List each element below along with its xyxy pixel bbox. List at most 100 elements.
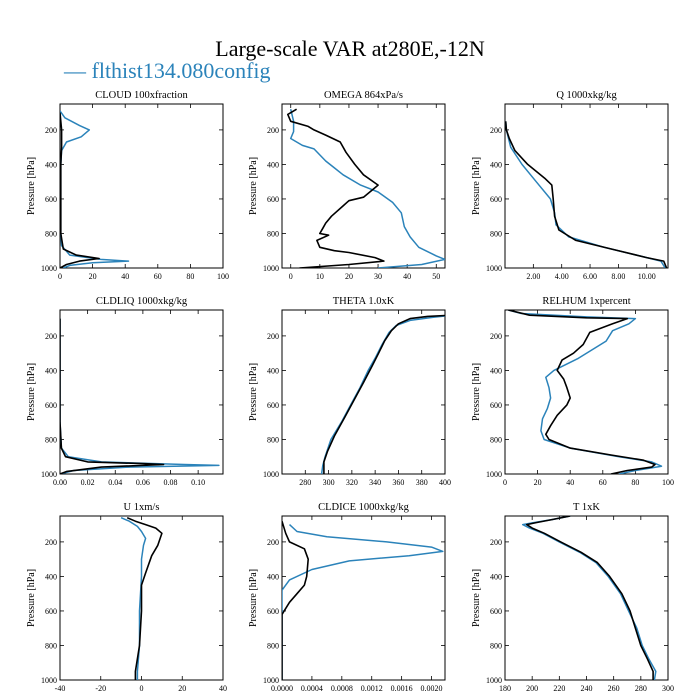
reference-series-line bbox=[126, 516, 163, 680]
y-tick-label: 400 bbox=[490, 366, 502, 375]
x-tick-label: 6.00 bbox=[583, 272, 597, 281]
y-tick-label: 1000 bbox=[486, 470, 502, 479]
panel-5: THETA 1.0xK Pressure [hPa] 200 400 600 800 100… bbox=[248, 296, 451, 487]
x-tick-label: 240 bbox=[581, 684, 593, 693]
plot-frame bbox=[59, 309, 224, 475]
x-tick-label: 0 bbox=[58, 272, 62, 281]
y-tick-label: 1000 bbox=[41, 264, 57, 273]
legend: — flthist134.080config bbox=[64, 58, 271, 84]
x-tick-label: 40 bbox=[403, 272, 411, 281]
x-tick-label: 2.00 bbox=[526, 272, 540, 281]
y-tick-label: 200 bbox=[45, 332, 57, 341]
y-tick-label: 1000 bbox=[263, 676, 279, 685]
x-tick-label: -40 bbox=[55, 684, 66, 693]
y-tick-label: 600 bbox=[45, 401, 57, 410]
y-tick-label: 600 bbox=[490, 607, 502, 616]
model-series-line bbox=[289, 109, 445, 268]
x-tick-label: 100 bbox=[217, 272, 229, 281]
panel-4: CLDLIQ 1000xkg/kg Pressure [hPa] 200 400 600… bbox=[26, 296, 224, 487]
plot-frame bbox=[504, 515, 669, 681]
y-tick-label: 200 bbox=[267, 538, 279, 547]
x-tick-label: 4.00 bbox=[555, 272, 569, 281]
y-tick-label: 600 bbox=[267, 195, 279, 204]
panel-title: CLDICE 1000xkg/kg bbox=[318, 502, 409, 513]
legend-line-icon: — bbox=[64, 58, 86, 83]
reference-series-line bbox=[60, 318, 165, 474]
model-series-line bbox=[282, 524, 444, 680]
x-tick-label: 0.0008 bbox=[331, 684, 353, 693]
x-tick-label: 380 bbox=[416, 478, 428, 487]
x-tick-label: 20 bbox=[89, 272, 97, 281]
reference-series-line bbox=[282, 520, 309, 680]
figure-title: Large-scale VAR at280E,-12N bbox=[215, 36, 485, 61]
y-tick-label: 1000 bbox=[486, 676, 502, 685]
y-tick-label: 800 bbox=[45, 229, 57, 238]
y-tick-label: 800 bbox=[490, 435, 502, 444]
x-tick-label: 10 bbox=[316, 272, 324, 281]
y-axis-label: Pressure [hPa] bbox=[26, 157, 37, 215]
panel-8: CLDICE 1000xkg/kg Pressure [hPa] 200 400 600… bbox=[248, 502, 446, 693]
reference-series-line bbox=[60, 112, 100, 268]
y-tick-label: 1000 bbox=[486, 264, 502, 273]
y-tick-label: 600 bbox=[490, 401, 502, 410]
x-tick-label: 280 bbox=[635, 684, 647, 693]
x-tick-label: 8.00 bbox=[611, 272, 625, 281]
model-series-line bbox=[508, 310, 663, 474]
y-axis-label: Pressure [hPa] bbox=[26, 363, 37, 421]
x-tick-label: 0 bbox=[289, 272, 293, 281]
model-series-line bbox=[60, 110, 130, 268]
y-tick-label: 1000 bbox=[41, 470, 57, 479]
legend-label: flthist134.080config bbox=[91, 58, 271, 83]
x-tick-label: 300 bbox=[662, 684, 674, 693]
x-tick-label: 0.0012 bbox=[361, 684, 383, 693]
y-tick-label: 400 bbox=[490, 572, 502, 581]
model-series-line bbox=[505, 121, 666, 268]
x-tick-label: 180 bbox=[499, 684, 511, 693]
y-tick-label: 600 bbox=[267, 401, 279, 410]
x-tick-label: 0 bbox=[503, 478, 507, 487]
y-tick-label: 200 bbox=[45, 126, 57, 135]
x-tick-label: 0.06 bbox=[136, 478, 150, 487]
x-tick-label: 360 bbox=[392, 478, 404, 487]
panel-title: RELHUM 1xpercent bbox=[542, 296, 630, 307]
y-tick-label: 800 bbox=[45, 435, 57, 444]
y-tick-label: 200 bbox=[267, 332, 279, 341]
x-tick-label: 0.0016 bbox=[391, 684, 413, 693]
x-tick-label: 200 bbox=[526, 684, 538, 693]
panel-title: CLDLIQ 1000xkg/kg bbox=[96, 296, 188, 307]
y-tick-label: 400 bbox=[45, 572, 57, 581]
x-tick-label: 280 bbox=[299, 478, 311, 487]
panel-title: CLOUD 100xfraction bbox=[95, 90, 188, 101]
plot-frame bbox=[59, 103, 224, 269]
y-tick-label: 200 bbox=[267, 126, 279, 135]
panel-title: U 1xm/s bbox=[124, 502, 160, 513]
x-tick-label: 400 bbox=[439, 478, 451, 487]
y-tick-label: 1000 bbox=[263, 470, 279, 479]
x-tick-label: 0.0000 bbox=[271, 684, 293, 693]
x-tick-label: 80 bbox=[631, 478, 639, 487]
y-axis-label: Pressure [hPa] bbox=[26, 569, 37, 627]
y-tick-label: 200 bbox=[490, 126, 502, 135]
x-tick-label: 10.00 bbox=[638, 272, 656, 281]
x-tick-label: 0.04 bbox=[108, 478, 122, 487]
x-tick-label: 0.0004 bbox=[301, 684, 323, 693]
y-axis-label: Pressure [hPa] bbox=[248, 157, 259, 215]
x-tick-label: 0.02 bbox=[81, 478, 95, 487]
y-tick-label: 200 bbox=[490, 332, 502, 341]
x-tick-label: 320 bbox=[346, 478, 358, 487]
reference-series-line bbox=[287, 108, 385, 268]
y-tick-label: 1000 bbox=[41, 676, 57, 685]
plot-frame bbox=[281, 309, 446, 475]
x-tick-label: 100 bbox=[662, 478, 674, 487]
model-series-line bbox=[320, 315, 445, 474]
x-tick-label: 60 bbox=[599, 478, 607, 487]
y-tick-label: 800 bbox=[45, 641, 57, 650]
x-tick-label: 340 bbox=[369, 478, 381, 487]
reference-series-line bbox=[323, 314, 445, 474]
model-series-line bbox=[521, 516, 657, 680]
x-tick-label: 20 bbox=[534, 478, 542, 487]
y-axis-label: Pressure [hPa] bbox=[471, 569, 482, 627]
